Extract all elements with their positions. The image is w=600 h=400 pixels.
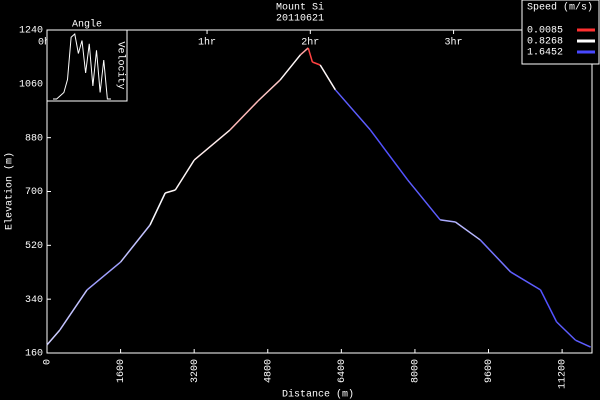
elevation-segment	[440, 219, 456, 223]
elevation-segment	[369, 129, 409, 181]
elevation-segment	[174, 159, 195, 191]
chart-subtitle: 20110621	[276, 14, 324, 25]
x-tick-label: 4800	[263, 359, 274, 383]
elevation-segment	[556, 321, 576, 341]
elevation-segment	[279, 54, 301, 81]
elevation-segment	[406, 179, 441, 221]
legend-title: Speed (m/s)	[527, 2, 593, 14]
chart-title: Mount Si	[276, 2, 324, 14]
legend-label: 0.8268	[527, 37, 563, 48]
inset-line	[53, 33, 111, 100]
elevation-segment	[312, 61, 321, 66]
x-tick-label: 9600	[484, 359, 495, 383]
inset-y-label: Velocity	[114, 41, 126, 89]
inset-title: Angle	[72, 19, 102, 31]
elevation-segment	[149, 192, 166, 226]
y-axis-label: Elevation (m)	[4, 152, 16, 230]
top-tick-label: 3hr	[445, 37, 463, 49]
x-axis-label: Distance (m)	[282, 389, 354, 400]
elevation-segment	[257, 79, 281, 102]
elevation-segment	[510, 271, 541, 291]
elevation-segment	[334, 89, 371, 131]
y-tick-label: 880	[25, 133, 43, 144]
elevation-segment	[59, 289, 88, 331]
y-tick-label: 1240	[19, 26, 43, 37]
plot-frame	[46, 29, 593, 354]
elevation-segment	[193, 129, 231, 161]
y-tick-label: 160	[25, 349, 43, 360]
elevation-segment	[319, 64, 337, 91]
elevation-segment	[299, 47, 309, 56]
legend-label: 0.0085	[527, 26, 563, 37]
x-tick-label: 3200	[190, 359, 201, 383]
y-tick-label: 700	[25, 187, 43, 198]
top-tick-label: 1hr	[198, 37, 216, 49]
legend-label: 1.6452	[527, 48, 563, 59]
x-tick-label: 6400	[337, 359, 348, 383]
elevation-segment	[454, 221, 481, 241]
x-tick-label: 0	[43, 359, 54, 365]
elevation-segment	[575, 339, 591, 348]
elevation-segment	[307, 47, 314, 63]
elevation-segment	[539, 289, 558, 323]
elevation-segment	[164, 189, 176, 194]
y-tick-label: 340	[25, 295, 43, 306]
x-tick-label: 11200	[558, 359, 569, 389]
x-tick-label: 8000	[411, 359, 422, 383]
elevation-segment	[119, 224, 151, 263]
y-tick-label: 520	[25, 241, 43, 252]
elevation-segment	[479, 239, 512, 273]
elevation-segment	[86, 261, 122, 291]
top-tick-label: 2hr	[301, 37, 319, 49]
elevation-segment	[229, 100, 259, 131]
x-tick-label: 1600	[116, 359, 127, 383]
elevation-segment	[46, 329, 61, 346]
y-tick-label: 1060	[19, 79, 43, 90]
